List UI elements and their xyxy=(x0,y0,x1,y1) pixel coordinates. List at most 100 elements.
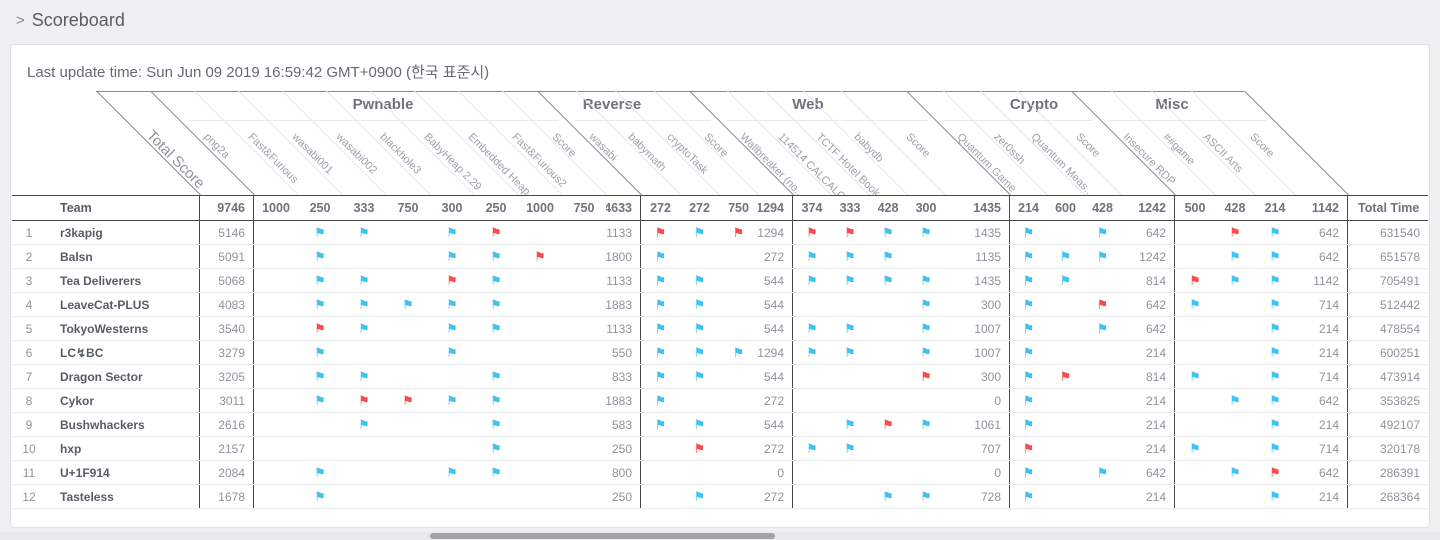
challenge-flag-cell xyxy=(831,485,869,508)
rank-cell: 4 xyxy=(25,297,33,312)
horizontal-scrollbar-thumb[interactable] xyxy=(430,533,775,539)
challenge-flag-cell xyxy=(907,245,945,268)
challenge-flag-cell: ⚑ xyxy=(831,437,869,460)
flag-icon: ⚑ xyxy=(1269,297,1281,312)
challenge-flag-cell: ⚑ xyxy=(831,317,869,340)
challenge-flag-cell xyxy=(430,365,474,388)
total-score-cell: 5146 xyxy=(200,221,254,244)
challenge-flag-cell xyxy=(254,485,298,508)
challenge-flag-cell xyxy=(386,413,430,436)
challenge-points-cell: 428 xyxy=(1224,201,1246,215)
total-score-cell: 5068 xyxy=(200,269,254,292)
flag-icon: ⚑ xyxy=(654,297,667,312)
section-score-cell: 714 xyxy=(1295,293,1348,316)
challenge-flag-cell: ⚑ xyxy=(869,221,907,244)
team-row: 3 Tea Deliverers 5068 ⚑ ⚑ ⚑ ⚑ 1133 ⚑ ⚑ 544 ⚑ ⚑ ⚑ ⚑ 1435… xyxy=(12,269,1428,293)
flag-icon: ⚑ xyxy=(882,225,894,240)
flag-icon: ⚑ xyxy=(1229,273,1241,288)
challenge-flag-cell: ⚑ xyxy=(298,485,342,508)
team-name: Balsn xyxy=(46,245,200,268)
flag-icon: ⚑ xyxy=(490,369,502,384)
challenge-points-cell: 272 xyxy=(689,201,710,215)
challenge-flag-cell xyxy=(254,437,298,460)
section-score-cell: 272 xyxy=(758,437,793,460)
section-score-cell: 1007 xyxy=(945,341,1010,364)
flag-icon: ⚑ xyxy=(358,297,370,312)
challenge-flag-cell: ⚑ xyxy=(1084,293,1121,316)
flag-icon: ⚑ xyxy=(1189,369,1201,384)
flag-icon: ⚑ xyxy=(1059,273,1072,288)
challenge-flag-cell xyxy=(793,461,831,484)
challenge-flag-cell: ⚑ xyxy=(386,389,430,412)
flag-icon: ⚑ xyxy=(844,417,856,432)
flag-icon: ⚑ xyxy=(490,321,502,336)
flag-icon: ⚑ xyxy=(358,321,370,336)
challenge-flag-cell: ⚑ xyxy=(1255,293,1295,316)
flag-icon: ⚑ xyxy=(314,321,326,336)
challenge-flag-cell: ⚑ xyxy=(680,221,719,244)
team-row: 6 LC↯BC 3279 ⚑ ⚑ 550 ⚑ ⚑ ⚑ 1294 ⚑ ⚑ ⚑ 1007 ⚑ 214 ⚑ 214 600… xyxy=(12,341,1428,365)
challenge-flag-cell: ⚑ xyxy=(680,269,719,292)
challenge-flag-cell xyxy=(254,461,298,484)
total-score-cell: 2084 xyxy=(200,461,254,484)
page-title[interactable]: Scoreboard xyxy=(31,10,125,30)
challenge-flag-cell xyxy=(254,365,298,388)
total-score-cell: 4083 xyxy=(200,293,254,316)
flag-icon: ⚑ xyxy=(732,225,745,240)
challenge-flag-cell: ⚑ xyxy=(1010,413,1047,436)
flag-icon: ⚑ xyxy=(1096,465,1109,480)
challenge-flag-cell: ⚑ xyxy=(831,341,869,364)
challenge-flag-cell xyxy=(719,317,758,340)
section-score-cell: 214 xyxy=(1121,485,1175,508)
challenge-flag-cell xyxy=(719,413,758,436)
challenge-flag-cell: ⚑ xyxy=(1255,341,1295,364)
challenge-flag-cell xyxy=(518,317,562,340)
flag-icon: ⚑ xyxy=(1022,345,1035,360)
section-score-cell: 1133 xyxy=(606,221,641,244)
flag-icon: ⚑ xyxy=(693,297,706,312)
challenge-flag-cell xyxy=(719,293,758,316)
challenge-flag-cell: ⚑ xyxy=(680,341,719,364)
total-time-cell: 286391 xyxy=(1379,465,1420,480)
challenge-flag-cell: ⚑ xyxy=(680,437,719,460)
team-name: hxp xyxy=(46,437,200,460)
section-score-cell: 550 xyxy=(606,341,641,364)
flag-icon: ⚑ xyxy=(314,369,326,384)
flag-icon: ⚑ xyxy=(654,321,667,336)
header-top-line xyxy=(96,91,1244,92)
challenge-flag-cell xyxy=(342,437,386,460)
flag-icon: ⚑ xyxy=(358,273,370,288)
flag-icon: ⚑ xyxy=(490,249,502,264)
team-row: 11 U+1F914 2084 ⚑ ⚑ ⚑ 800 0 0 ⚑ ⚑ 642 ⚑ ⚑ 642 286391 xyxy=(12,461,1428,485)
flag-icon: ⚑ xyxy=(1189,297,1201,312)
challenge-flag-cell: ⚑ xyxy=(1084,461,1121,484)
challenge-flag-cell xyxy=(254,221,298,244)
challenge-flag-cell xyxy=(342,485,386,508)
flag-icon: ⚑ xyxy=(402,393,414,408)
challenge-flag-cell: ⚑ xyxy=(907,485,945,508)
challenge-flag-cell xyxy=(1084,365,1121,388)
rank-cell: 2 xyxy=(25,249,33,264)
challenge-flag-cell: ⚑ xyxy=(1215,461,1255,484)
flag-icon: ⚑ xyxy=(402,297,414,312)
flag-icon: ⚑ xyxy=(446,345,458,360)
flag-icon: ⚑ xyxy=(1189,441,1201,456)
flag-icon: ⚑ xyxy=(490,465,502,480)
flag-icon: ⚑ xyxy=(844,273,856,288)
section-score-cell: 272 xyxy=(758,485,793,508)
rank-cell: 7 xyxy=(25,369,33,384)
category-underline xyxy=(188,120,559,121)
team-name: LeaveCat-PLUS xyxy=(46,293,200,316)
flag-icon: ⚑ xyxy=(1269,321,1281,336)
flag-icon: ⚑ xyxy=(1229,465,1241,480)
horizontal-scrollbar-track[interactable] xyxy=(0,532,1440,540)
challenge-flag-cell xyxy=(869,293,907,316)
flag-icon: ⚑ xyxy=(1269,441,1281,456)
flag-icon: ⚑ xyxy=(1022,441,1035,456)
challenge-points-cell: 428 xyxy=(1092,201,1113,215)
score-label: Score xyxy=(1073,131,1103,160)
challenge-flag-cell xyxy=(342,341,386,364)
flag-icon: ⚑ xyxy=(654,417,667,432)
challenge-flag-cell xyxy=(1084,413,1121,436)
challenge-flag-cell: ⚑ xyxy=(831,413,869,436)
